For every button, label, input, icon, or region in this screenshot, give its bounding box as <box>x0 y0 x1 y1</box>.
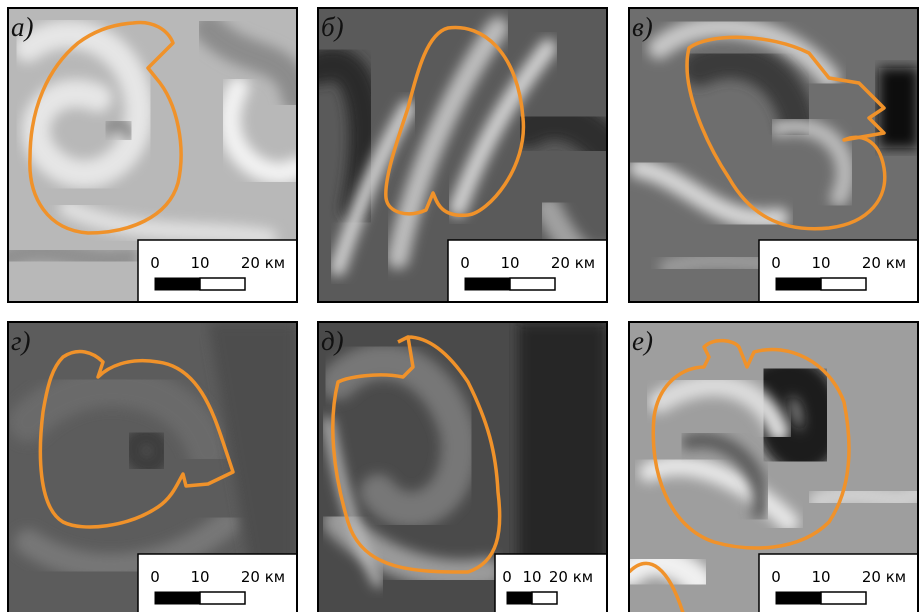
panel: 0 10 20 км г) <box>8 322 297 612</box>
scale-segment <box>821 592 866 604</box>
scale-segment <box>776 278 821 290</box>
scale-label: 0 <box>771 568 781 586</box>
panel: 0 10 20 км а) <box>8 8 297 302</box>
scale-label: 10 <box>190 568 209 586</box>
panel: 0 10 20 км е) <box>629 322 918 612</box>
scale-segment <box>155 278 200 290</box>
scale-segment <box>507 592 532 604</box>
scale-segment <box>465 278 510 290</box>
panel: 0 10 20 км в) <box>629 8 918 302</box>
figure: 0 10 20 км а) 0 10 20 км б) 0 10 20 км в) 0 10 20 км г)… <box>0 0 919 612</box>
scale-label: 20 км <box>551 254 595 272</box>
scale-label: 20 км <box>862 254 906 272</box>
scale-segment <box>532 592 557 604</box>
scale-segment <box>200 278 245 290</box>
scale-segment <box>821 278 866 290</box>
scale-label: 0 <box>771 254 781 272</box>
scale-bar: 0 10 20 км <box>138 240 297 302</box>
panel-label: г) <box>11 326 31 356</box>
scale-label: 0 <box>502 568 512 586</box>
scale-label: 10 <box>811 568 830 586</box>
scale-segment <box>510 278 555 290</box>
scale-segment <box>200 592 245 604</box>
scale-label: 0 <box>150 568 160 586</box>
panel: 0 10 20 км б) <box>318 8 607 302</box>
scale-label: 10 <box>522 568 541 586</box>
panel-label: д) <box>321 326 344 356</box>
scale-bar: 0 10 20 км <box>448 240 607 302</box>
scale-label: 0 <box>150 254 160 272</box>
scale-bar: 0 10 20 км <box>138 554 297 612</box>
scale-label: 10 <box>500 254 519 272</box>
scale-segment <box>776 592 821 604</box>
scale-label: 0 <box>460 254 470 272</box>
scale-label: 20 км <box>241 568 285 586</box>
scale-label: 10 <box>811 254 830 272</box>
panel-label: е) <box>632 326 653 356</box>
scale-bar: 0 10 20 км <box>759 240 918 302</box>
scale-label: 10 <box>190 254 209 272</box>
scale-label: 20 км <box>549 568 593 586</box>
scale-bar: 0 10 20 км <box>495 554 607 612</box>
scale-label: 20 км <box>862 568 906 586</box>
panel-label: а) <box>11 12 34 42</box>
scale-label: 20 км <box>241 254 285 272</box>
panel-label: в) <box>632 12 653 42</box>
panel: 0 10 20 км д) <box>318 322 607 612</box>
panel-label: б) <box>321 12 344 42</box>
scale-segment <box>155 592 200 604</box>
scale-bar: 0 10 20 км <box>759 554 918 612</box>
